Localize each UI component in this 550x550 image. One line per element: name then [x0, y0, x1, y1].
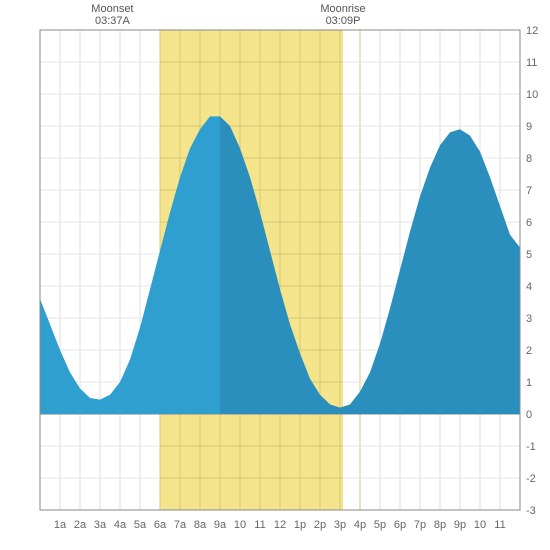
- x-tick-label: 5p: [374, 519, 386, 531]
- x-tick-label: 8a: [194, 519, 207, 531]
- y-tick-label: 9: [526, 121, 532, 133]
- y-tick-label: 2: [526, 345, 532, 357]
- x-tick-label: 3p: [334, 519, 346, 531]
- x-tick-label: 1p: [294, 519, 306, 531]
- y-tick-label: -3: [526, 505, 536, 517]
- x-tick-label: 2p: [314, 519, 326, 531]
- x-tick-label: 11: [254, 519, 265, 531]
- y-tick-label: 8: [526, 153, 532, 165]
- x-tick-label: 10: [234, 519, 246, 531]
- x-tick-label: 8p: [434, 519, 446, 531]
- moonrise-time: 03:09P: [326, 15, 361, 27]
- moonrise-title: Moonrise: [320, 3, 365, 15]
- chart-svg: -3-2-101234567891011121a2a3a4a5a6a7a8a9a…: [0, 0, 550, 550]
- tide-chart: -3-2-101234567891011121a2a3a4a5a6a7a8a9a…: [0, 0, 550, 550]
- x-tick-label: 10: [474, 519, 486, 531]
- x-tick-label: 7a: [174, 519, 187, 531]
- y-tick-label: 3: [526, 313, 532, 325]
- y-tick-label: 10: [526, 89, 538, 101]
- x-tick-label: 6p: [394, 519, 406, 531]
- x-tick-label: 1a: [54, 519, 67, 531]
- x-tick-label: 9a: [214, 519, 227, 531]
- moonset-time: 03:37A: [95, 15, 131, 27]
- y-tick-label: 11: [526, 57, 537, 69]
- y-tick-label: 1: [526, 377, 532, 389]
- x-tick-label: 4p: [354, 519, 366, 531]
- x-tick-label: 9p: [454, 519, 466, 531]
- y-tick-label: 4: [526, 281, 532, 293]
- x-tick-label: 3a: [94, 519, 107, 531]
- y-tick-label: 12: [526, 25, 538, 37]
- x-tick-label: 2a: [74, 519, 87, 531]
- x-tick-label: 4a: [114, 519, 127, 531]
- moonset-title: Moonset: [91, 3, 133, 15]
- y-tick-label: -1: [526, 441, 536, 453]
- y-tick-label: 0: [526, 409, 532, 421]
- x-tick-label: 12: [274, 519, 286, 531]
- x-tick-label: 6a: [154, 519, 167, 531]
- y-tick-label: 6: [526, 217, 532, 229]
- y-tick-label: 5: [526, 249, 532, 261]
- y-tick-label: -2: [526, 473, 536, 485]
- y-tick-label: 7: [526, 185, 532, 197]
- x-tick-label: 5a: [134, 519, 147, 531]
- x-tick-label: 7p: [414, 519, 426, 531]
- x-tick-label: 11: [494, 519, 505, 531]
